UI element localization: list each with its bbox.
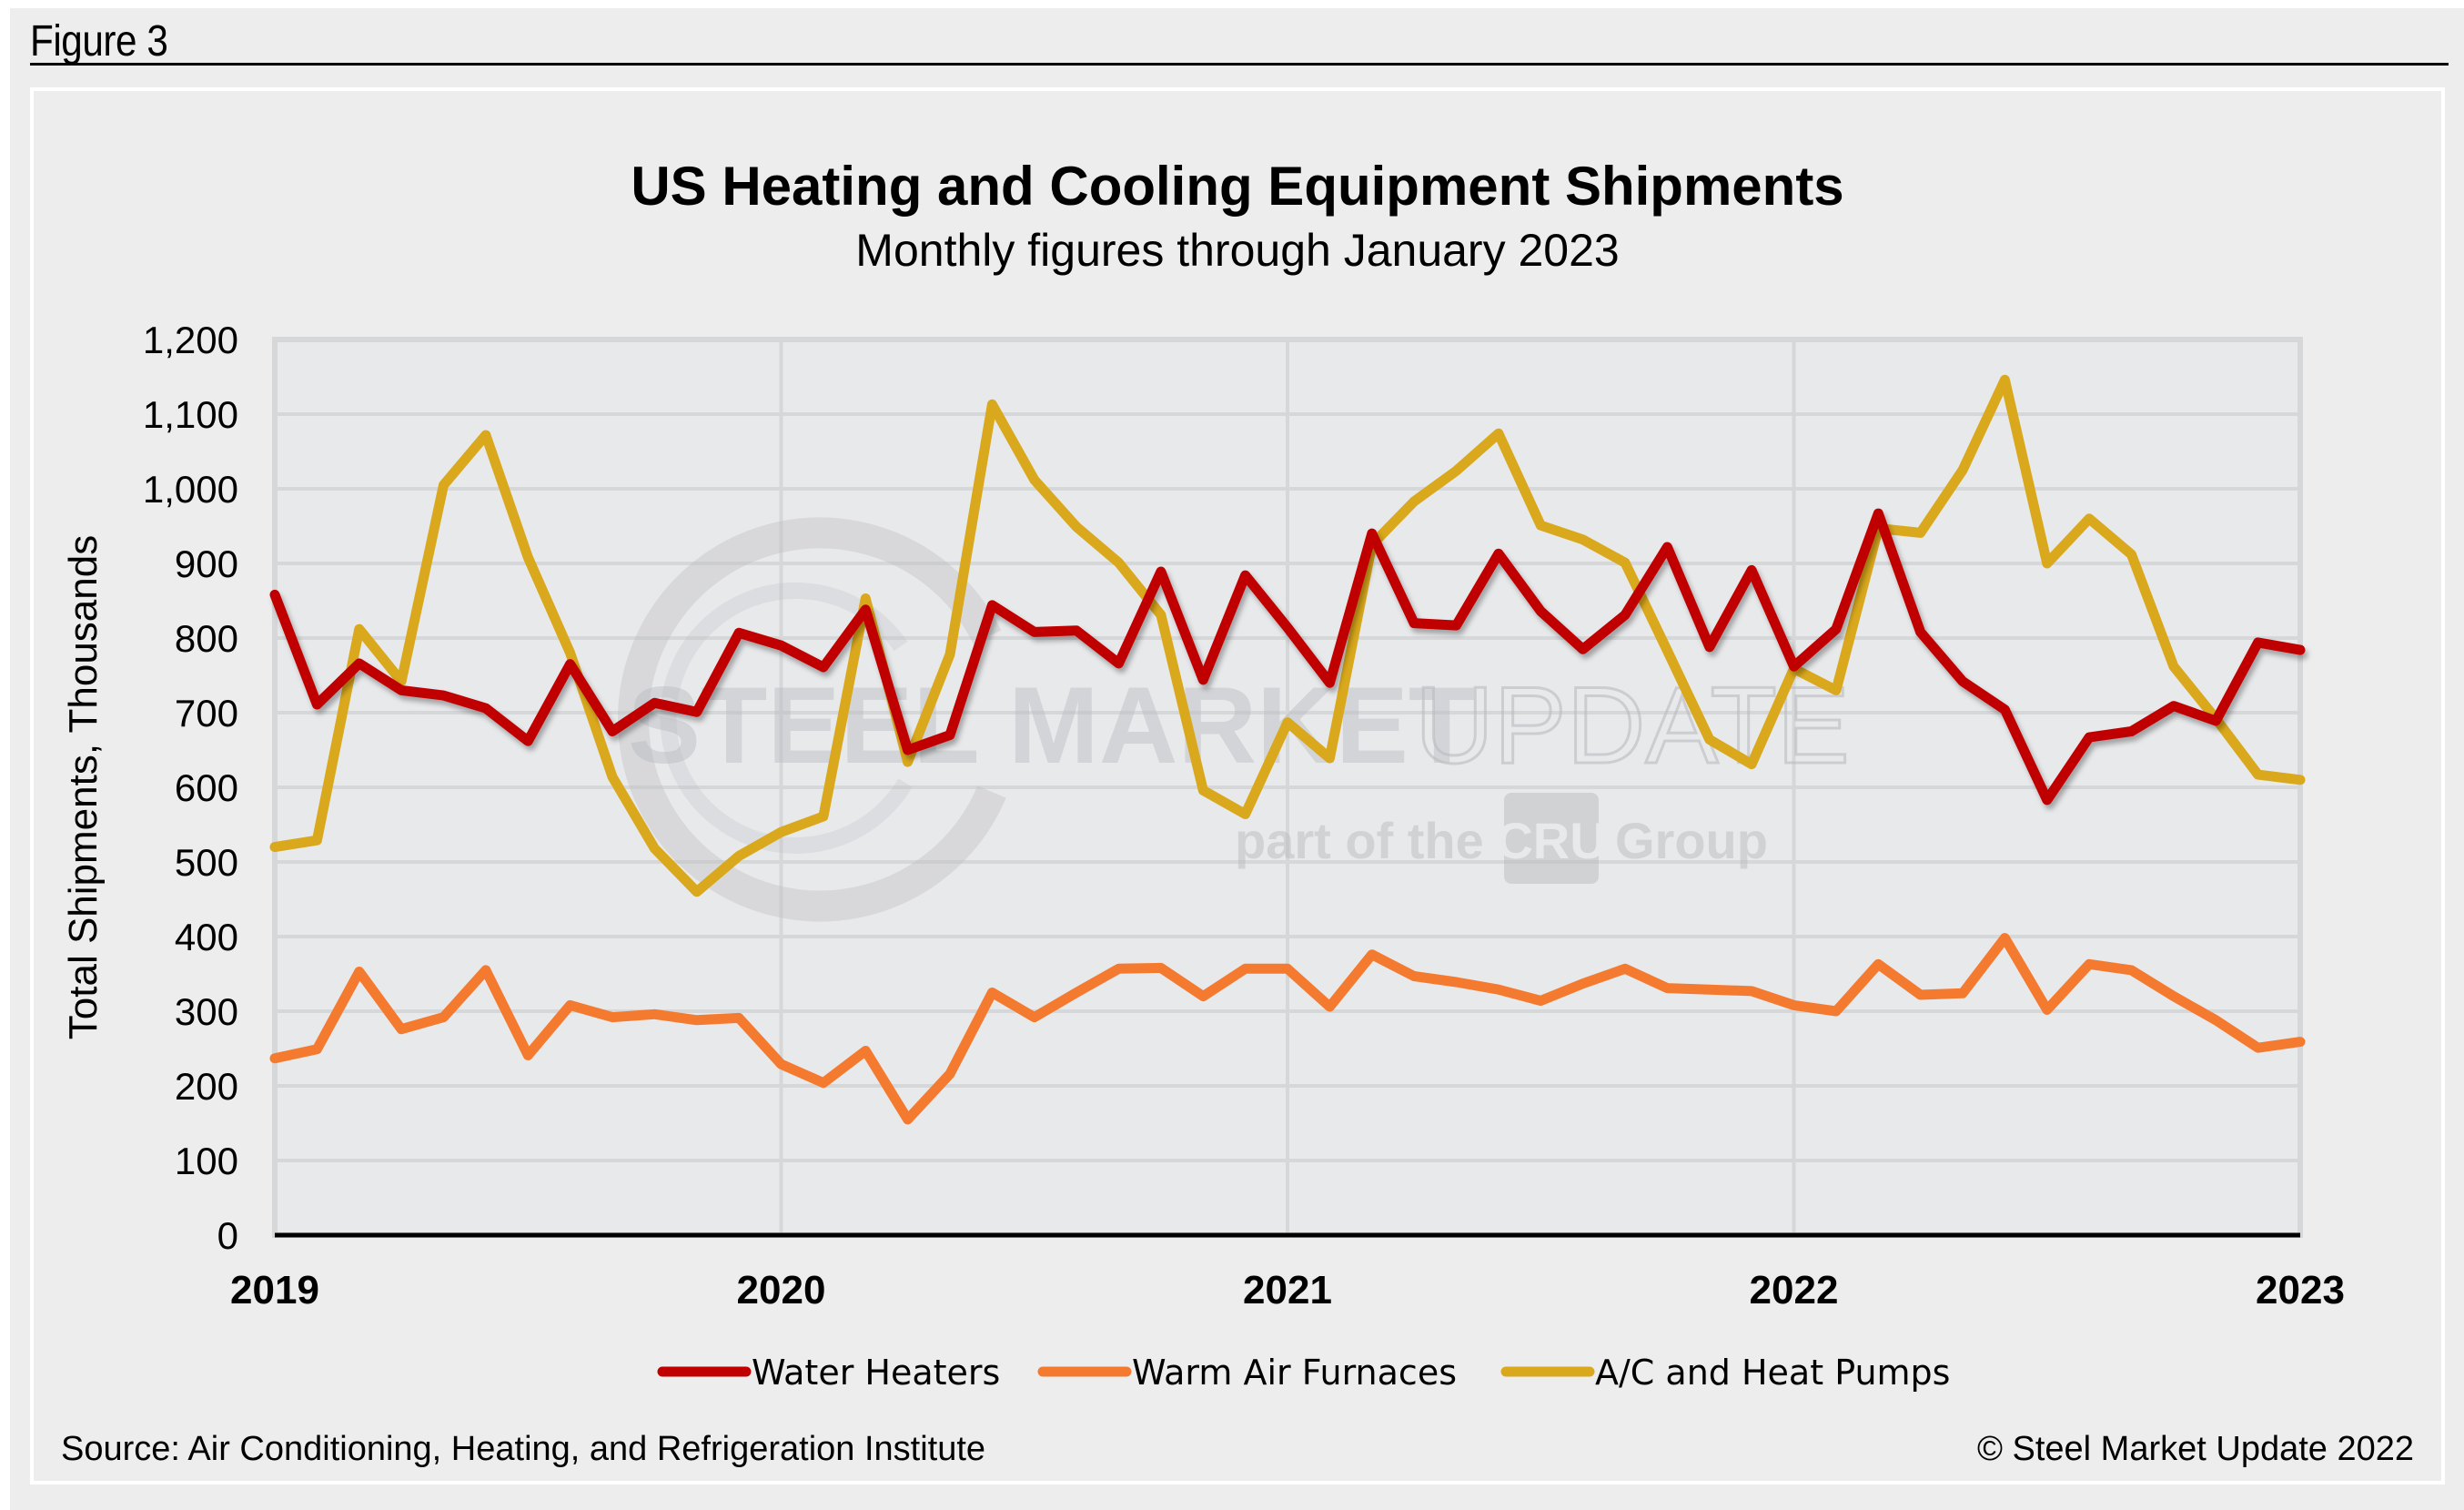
x-tick-label: 2019 [230,1268,319,1312]
y-tick-label: 300 [175,990,238,1033]
legend-label: A/C and Heat Pumps [1595,1353,1950,1393]
y-tick-label: 900 [175,542,238,585]
watermark-tagline-post: Group [1615,812,1768,869]
y-tick-label: 0 [217,1214,238,1257]
x-tick-label: 2023 [2256,1268,2345,1312]
y-tick-label: 1,100 [143,393,238,436]
figure-rule [30,63,2449,66]
y-axis-label: Total Shipments, Thousands [61,535,106,1039]
x-tick-label: 2020 [737,1268,826,1312]
y-tick-label: 800 [175,617,238,660]
watermark-tagline-pre: part of the [1235,812,1484,869]
legend: Water Heaters Warm Air Furnaces A/C and He… [657,1353,1950,1393]
y-tick-label: 1,000 [143,468,238,511]
watermark-cru-logo: CRU [1496,812,1606,869]
watermark-swoosh-icon [618,517,1006,922]
y-tick-label: 400 [175,916,238,958]
figure-label: Figure 3 [30,17,168,66]
y-tick-label: 200 [175,1065,238,1108]
y-tick-label: 500 [175,841,238,884]
x-gridlines [779,339,1796,1235]
y-tick-label: 1,200 [143,319,238,361]
y-tick-label: 700 [175,692,238,735]
x-tick-label: 2021 [1243,1268,1332,1312]
y-tick-label: 600 [175,766,238,809]
y-tick-label: 100 [175,1140,238,1182]
chart-subtitle: Monthly figures through January 2023 [855,225,1619,276]
watermark-brand-light: UPDATE [1415,664,1850,786]
legend-label: Warm Air Furnaces [1132,1353,1457,1393]
chart-title: US Heating and Cooling Equipment Shipmen… [631,156,1843,217]
x-tick-labels: 2019 2020 2021 2022 2023 [230,1268,2345,1312]
source-note: Source: Air Conditioning, Heating, and R… [61,1430,985,1468]
watermark-cru-badge [1504,793,1599,884]
copyright-note: © Steel Market Update 2022 [1977,1430,2414,1468]
series-lines [269,374,2306,1125]
x-tick-label: 2022 [1750,1268,1839,1312]
legend-label: Water Heaters [752,1353,1000,1393]
watermark-swoosh-inner-icon [660,582,913,854]
y-tick-labels: 0 100 200 300 400 500 600 700 800 900 1,000 1,100 1,… [143,319,238,1257]
